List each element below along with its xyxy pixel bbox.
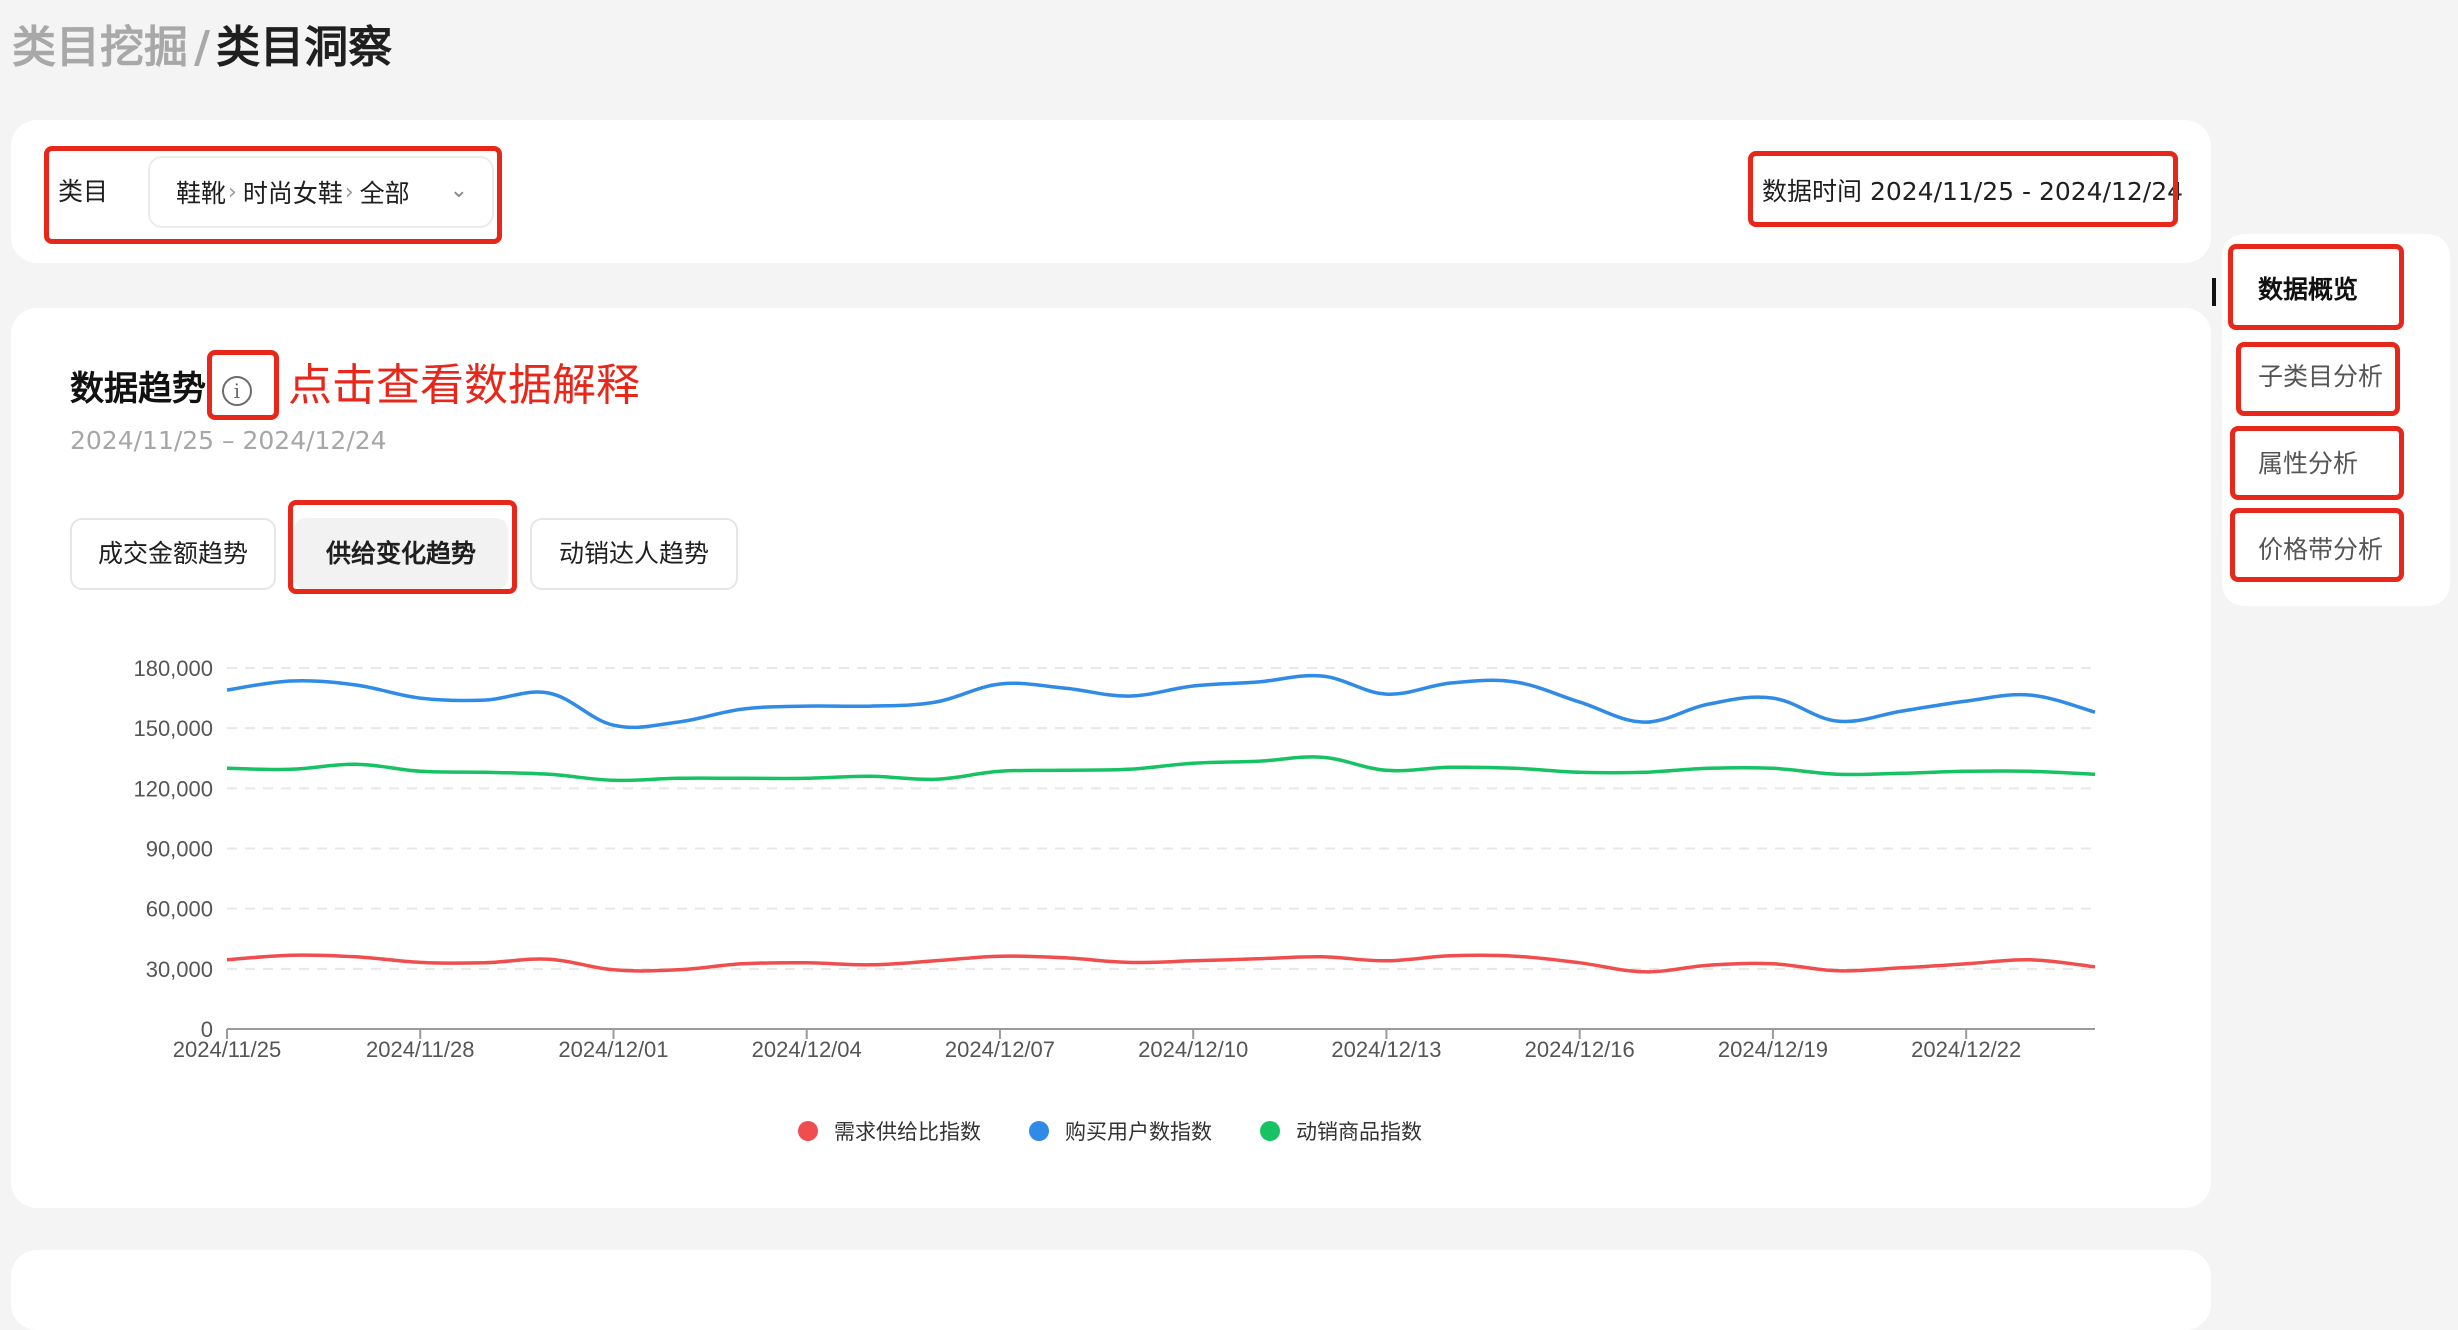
category-level-2: 时尚女鞋 [242,179,343,208]
x-tick-label: 2024/12/07 [945,1037,1055,1062]
x-tick-label: 2024/12/16 [1525,1037,1635,1062]
data-date-range: 数据时间 2024/11/25 - 2024/12/24 [1762,177,2184,206]
side-nav-subcategory[interactable]: 子类目分析 [2258,362,2384,391]
x-tick-label: 2024/11/28 [366,1037,474,1062]
category-level-3: 全部 [359,179,410,208]
side-nav-price-band[interactable]: 价格带分析 [2258,535,2384,564]
legend-label-2: 购买用户数指数 [1065,1120,1212,1144]
info-icon[interactable]: i [222,376,252,406]
trend-title: 数据趋势 [70,369,206,409]
tab-creator-trend[interactable]: 动销达人趋势 [530,518,738,590]
breadcrumb-parent[interactable]: 类目挖掘 [12,22,188,73]
chevron-down-icon: ⌄ [449,178,468,203]
breadcrumb: 类目挖掘 / 类目洞察 [12,20,392,76]
annotation-text: 点击查看数据解释 [288,360,640,411]
series-line-3 [226,755,2096,783]
x-tick-label: 2024/12/22 [1911,1037,2021,1062]
legend-marker-3 [1260,1121,1280,1141]
category-label: 类目 [58,177,109,206]
x-tick-label: 2024/12/04 [752,1037,862,1062]
trend-card [11,308,2211,1208]
breadcrumb-current: 类目洞察 [216,22,393,73]
breadcrumb-separator: / [194,22,211,73]
tab-gmv-trend[interactable]: 成交金额趋势 [70,518,276,590]
y-tick-label: 120,000 [133,776,213,801]
legend-marker-1 [798,1121,818,1141]
legend-marker-2 [1029,1121,1049,1141]
category-level-1: 鞋靴 [176,179,227,208]
chevron-right-icon: › [228,179,237,205]
supply-trend-chart: 0 30,000 60,000 90,000 120,000 150,000 180,000… [133,656,2096,1144]
side-nav-active-marker [2212,278,2216,306]
y-tick-label: 180,000 [133,656,213,681]
side-nav-overview[interactable]: 数据概览 [2258,275,2359,304]
legend-label-3: 动销商品指数 [1296,1120,1422,1144]
y-tick-label: 90,000 [146,837,213,862]
x-tick-label: 2024/12/19 [1718,1037,1828,1062]
series-line-2 [226,673,2096,730]
category-cascader[interactable]: 鞋靴 › 时尚女鞋 › 全部 ⌄ [148,156,494,228]
series-line-1 [226,953,2096,974]
y-tick-label: 30,000 [146,957,213,982]
side-nav-attribute[interactable]: 属性分析 [2258,449,2359,478]
x-tick-label: 2024/11/25 [173,1037,281,1062]
chevron-right-icon: › [344,179,354,205]
y-tick-label: 150,000 [133,716,213,741]
trend-date-range: 2024/11/25 – 2024/12/24 [70,426,387,455]
y-tick-label: 60,000 [146,897,213,922]
x-tick-label: 2024/12/13 [1331,1037,1441,1062]
side-nav-panel [2222,234,2450,606]
x-tick-label: 2024/12/01 [558,1037,668,1062]
y-tick-label: 0 [201,1017,213,1042]
x-tick-label: 2024/12/10 [1138,1037,1248,1062]
legend-label-1: 需求供给比指数 [834,1120,981,1144]
